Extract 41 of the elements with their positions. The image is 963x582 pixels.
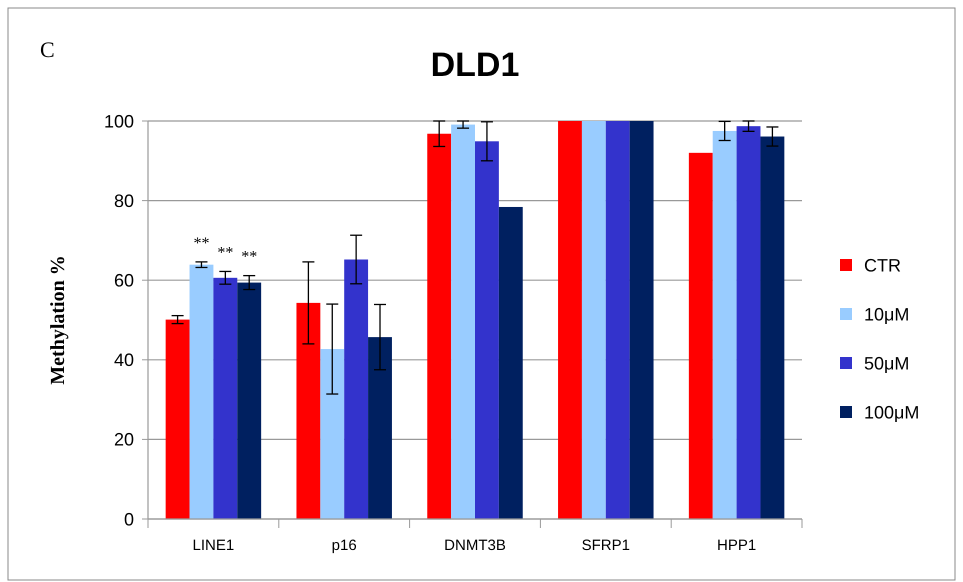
bar	[296, 302, 320, 519]
bar	[736, 126, 760, 519]
y-axis-title: Methylation %	[47, 255, 69, 385]
annotation: **	[241, 248, 258, 266]
bar	[606, 121, 630, 519]
y-tick-label: 40	[114, 350, 134, 370]
bar	[451, 124, 475, 519]
x-tick-label: DNMT3B	[444, 537, 506, 554]
chart-title: DLD1	[430, 46, 520, 84]
bar	[630, 121, 654, 519]
bar	[344, 260, 368, 519]
x-tick-label: LINE1	[192, 537, 234, 554]
bar	[688, 152, 713, 519]
annotation: **	[217, 244, 234, 262]
bar	[498, 206, 523, 519]
bar	[427, 134, 452, 519]
bar	[712, 130, 737, 519]
legend-label: CTR	[864, 255, 901, 276]
x-tick-label: HPP1	[717, 537, 756, 554]
x-tick-label: p16	[332, 537, 357, 554]
bar	[320, 349, 344, 519]
text: C	[40, 37, 55, 62]
y-tick-label: 80	[114, 190, 134, 211]
legend-label: 10μM	[864, 304, 910, 324]
x-tick-label: SFRP1	[582, 537, 630, 554]
y-tick-label: 60	[114, 270, 134, 290]
bar	[475, 141, 499, 519]
bar	[558, 121, 582, 519]
bar	[237, 282, 262, 519]
bar	[368, 337, 392, 519]
bar	[213, 278, 238, 519]
y-tick-label: 0	[124, 509, 134, 530]
bar	[166, 320, 190, 519]
y-tick-label: 20	[114, 430, 134, 450]
annotation: **	[193, 234, 210, 252]
legend-label: 100μM	[864, 402, 920, 422]
bar	[760, 136, 784, 519]
bar	[582, 121, 606, 519]
bar	[190, 264, 214, 519]
legend-label: 50μM	[864, 353, 910, 374]
y-tick-label: 100	[104, 111, 134, 132]
